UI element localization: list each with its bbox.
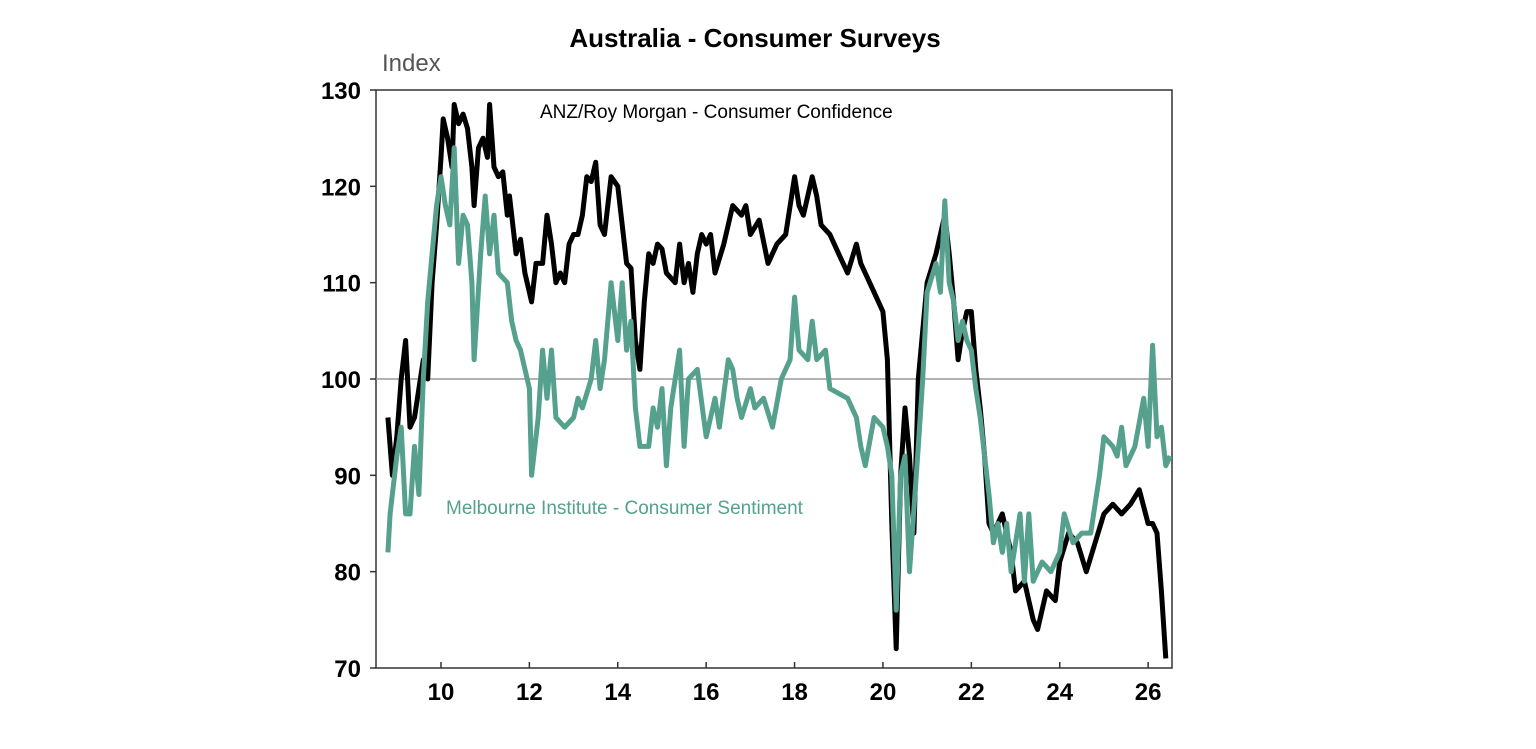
y-tick-label: 100 bbox=[321, 367, 361, 394]
x-tick-label: 22 bbox=[958, 679, 985, 706]
x-tick-label: 24 bbox=[1046, 679, 1073, 706]
y-tick-label: 70 bbox=[334, 656, 361, 683]
y-tick-label: 110 bbox=[322, 271, 361, 298]
series-line-melbourne-institute bbox=[385, 145, 1173, 613]
y-axis-label: Index bbox=[382, 50, 441, 77]
chart-title: Australia - Consumer Surveys bbox=[569, 23, 940, 53]
x-tick-label: 10 bbox=[428, 679, 455, 706]
series-group bbox=[385, 102, 1173, 659]
series-label-melbourne: Melbourne Institute - Consumer Sentiment bbox=[446, 498, 804, 519]
series-label-anz: ANZ/Roy Morgan - Consumer Confidence bbox=[540, 102, 893, 123]
x-tick-label: 12 bbox=[516, 679, 543, 706]
x-tick-label: 18 bbox=[781, 679, 808, 706]
series-line-anz-roy-morgan bbox=[385, 102, 1169, 659]
y-tick-label: 80 bbox=[334, 560, 361, 587]
x-tick-label: 20 bbox=[870, 679, 897, 706]
axes: 70 80 90 100 110 120 130 10 12 14 16 18 20 22 24 26 bbox=[321, 78, 1173, 706]
y-tick-label: 90 bbox=[334, 463, 361, 490]
y-tick-label: 120 bbox=[321, 174, 361, 201]
x-tick-label: 16 bbox=[693, 679, 720, 706]
x-tick-label: 14 bbox=[604, 679, 631, 706]
x-tick-label: 26 bbox=[1135, 679, 1162, 706]
y-tick-label: 130 bbox=[321, 78, 361, 105]
